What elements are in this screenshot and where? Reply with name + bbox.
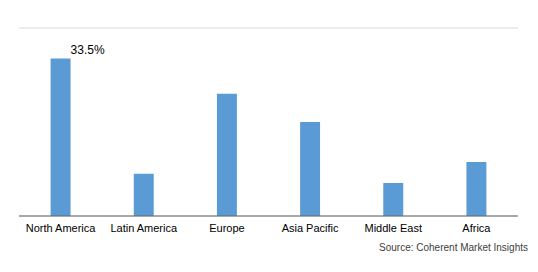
- svg-text:Africa: Africa: [462, 222, 491, 234]
- svg-text:Middle East: Middle East: [365, 222, 422, 234]
- svg-text:33.5%: 33.5%: [71, 43, 105, 57]
- svg-text:North America: North America: [26, 222, 97, 234]
- html-text:Source: Coherent Market Insigh: Source: Coherent Market Insights: [379, 242, 528, 253]
- svg-text:Asia Pacific: Asia Pacific: [282, 222, 339, 234]
- svg-text:Europe: Europe: [209, 222, 244, 234]
- svg-text:Latin America: Latin America: [110, 222, 178, 234]
